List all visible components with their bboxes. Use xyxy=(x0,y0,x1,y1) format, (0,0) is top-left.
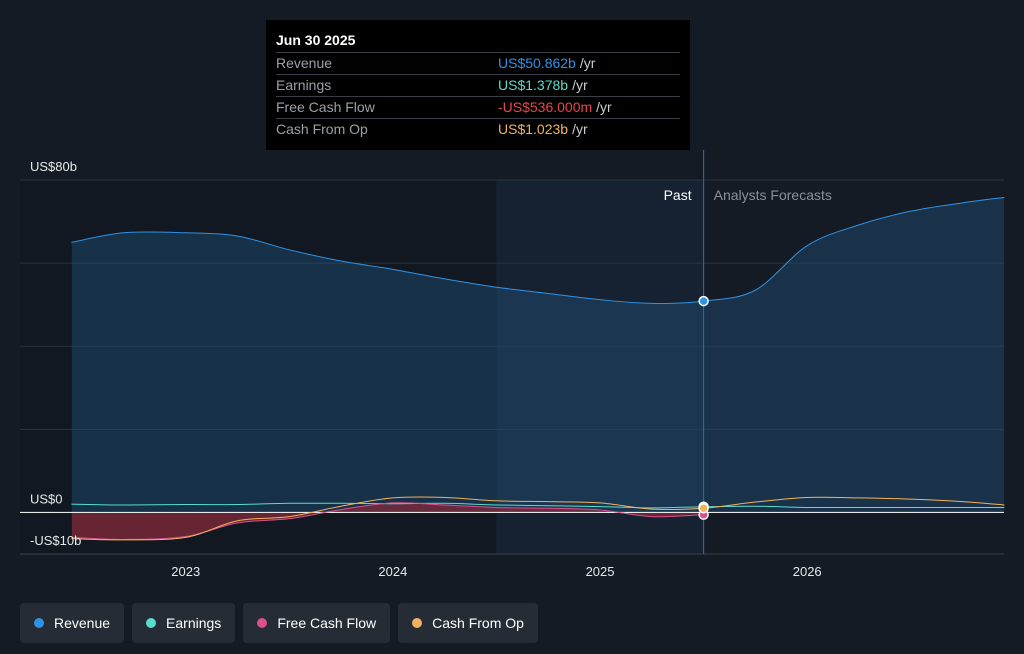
series-area-revenue xyxy=(71,197,1004,513)
series-line-revenue xyxy=(71,196,1005,304)
y-axis-label: US$0 xyxy=(30,491,63,506)
tooltip-row-revenue: Revenue US$50.862b /yr xyxy=(276,52,680,74)
tooltip-unit: /yr xyxy=(579,55,596,71)
x-tick-label: 2025 xyxy=(586,564,615,579)
legend-label: Cash From Op xyxy=(432,615,524,631)
tooltip-unit: /yr xyxy=(596,99,612,115)
past-label: Past xyxy=(664,187,692,203)
legend-label: Free Cash Flow xyxy=(277,615,377,631)
tooltip-label: Earnings xyxy=(276,77,332,93)
y-axis-label: US$80b xyxy=(30,159,77,174)
forecast-label: Analysts Forecasts xyxy=(714,187,832,203)
y-axis-label: -US$10b xyxy=(30,533,81,548)
legend-item-cash-from-op[interactable]: Cash From Op xyxy=(398,603,538,643)
x-tick-label: 2023 xyxy=(171,564,200,579)
legend-dot-icon xyxy=(412,618,423,628)
series-line-free-cash-flow xyxy=(71,502,705,540)
x-tick-label: 2024 xyxy=(378,564,407,579)
tooltip-value: -US$536.000m xyxy=(498,99,593,115)
tooltip: Jun 30 2025 Revenue US$50.862b /yr Earni… xyxy=(266,20,690,150)
chart-canvas: US$80b US$0 -US$10b 2023 2024 2025 2026 Past Ana… xyxy=(20,150,1005,579)
legend-label: Earnings xyxy=(166,615,222,631)
legend: Revenue Earnings Free Cash Flow Cash Fro… xyxy=(20,603,538,643)
marker-revenue xyxy=(698,295,709,307)
tooltip-row-cash-from-op: Cash From Op US$1.023b /yr xyxy=(276,118,680,140)
tooltip-value: US$50.862b xyxy=(498,55,576,71)
legend-label: Revenue xyxy=(54,615,111,631)
legend-item-revenue[interactable]: Revenue xyxy=(20,603,125,643)
tooltip-row-earnings: Earnings US$1.378b /yr xyxy=(276,74,680,96)
highlight-band xyxy=(496,180,704,554)
legend-dot-icon xyxy=(34,618,44,628)
tooltip-label: Revenue xyxy=(276,55,333,71)
tooltip-label: Free Cash Flow xyxy=(276,99,375,115)
legend-item-earnings[interactable]: Earnings xyxy=(132,603,236,643)
series-line-earnings xyxy=(71,502,1005,509)
x-tick-label: 2026 xyxy=(793,564,822,579)
tooltip-value: US$1.023b xyxy=(498,121,569,137)
tooltip-unit: /yr xyxy=(572,121,588,137)
tooltip-label: Cash From Op xyxy=(276,121,368,137)
series-line-cash-from-op xyxy=(71,496,1005,541)
tooltip-value: US$1.378b xyxy=(498,77,569,93)
legend-item-free-cash-flow[interactable]: Free Cash Flow xyxy=(243,603,391,643)
marker-cash-from-op xyxy=(698,502,709,514)
legend-dot-icon xyxy=(146,618,157,628)
tooltip-row-free-cash-flow: Free Cash Flow -US$536.000m /yr xyxy=(276,96,680,118)
tooltip-date: Jun 30 2025 xyxy=(276,32,356,48)
tooltip-unit: /yr xyxy=(572,77,588,93)
legend-dot-icon xyxy=(257,618,268,628)
